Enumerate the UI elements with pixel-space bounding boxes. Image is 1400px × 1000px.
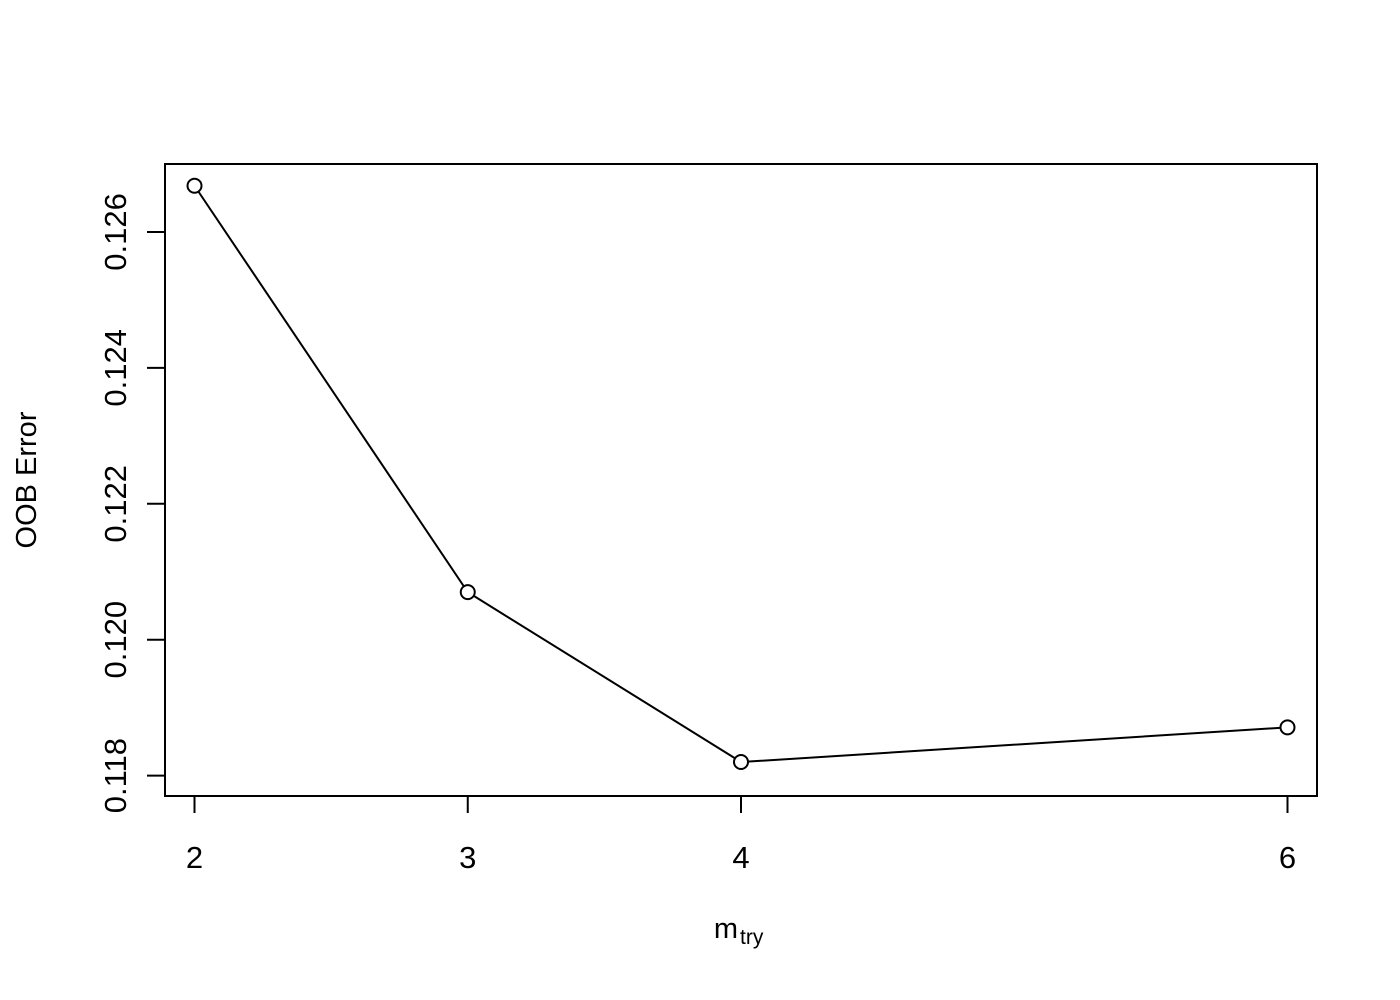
x-tick-label: 4 bbox=[732, 840, 749, 875]
y-tick-label: 0.120 bbox=[98, 601, 133, 679]
x-tick-label: 2 bbox=[186, 840, 203, 875]
x-axis: 2 3 4 6 bbox=[186, 796, 1296, 875]
y-tick-label: 0.122 bbox=[98, 465, 133, 543]
data-point bbox=[734, 755, 748, 769]
x-axis-title-subscript: try bbox=[740, 926, 764, 949]
y-tick-label: 0.126 bbox=[98, 193, 133, 271]
data-point bbox=[188, 179, 202, 193]
series-line bbox=[195, 186, 1288, 762]
x-tick-label: 3 bbox=[459, 840, 476, 875]
plot-frame bbox=[165, 164, 1317, 796]
data-point bbox=[1280, 720, 1294, 734]
x-tick-label: 6 bbox=[1279, 840, 1296, 875]
y-axis: 0.118 0.120 0.122 0.124 0.126 bbox=[98, 193, 165, 813]
x-axis-title: m bbox=[714, 913, 738, 945]
y-tick-label: 0.124 bbox=[98, 329, 133, 407]
y-axis-title: OOB Error bbox=[11, 411, 43, 548]
y-tick-label: 0.118 bbox=[98, 738, 133, 813]
data-point bbox=[461, 585, 475, 599]
series-layer bbox=[188, 179, 1295, 769]
